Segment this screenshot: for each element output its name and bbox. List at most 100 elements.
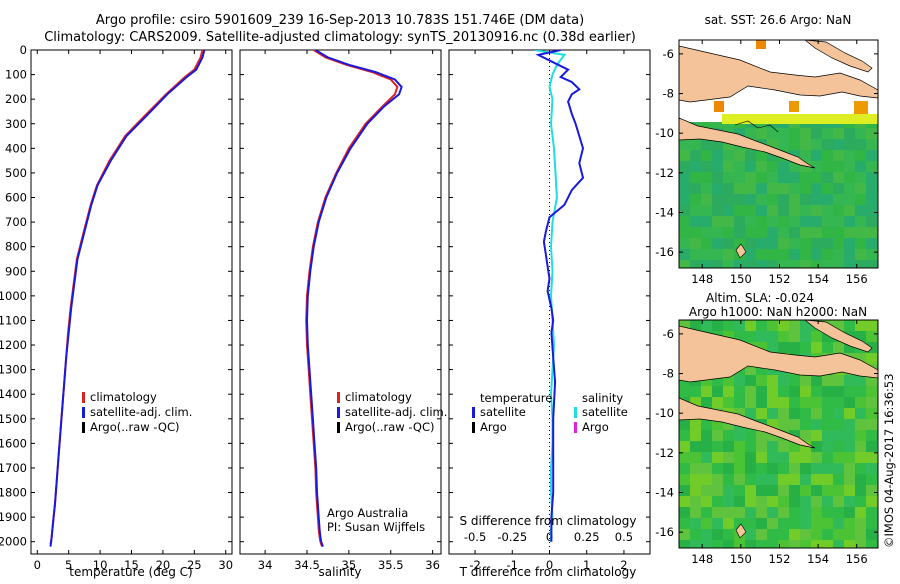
map-tile (855, 205, 866, 216)
map-tile (877, 84, 878, 95)
map-tile (734, 194, 745, 205)
map-tile (745, 172, 756, 183)
map-tile (844, 452, 855, 463)
map-tile (877, 117, 878, 128)
map-tile (767, 194, 778, 205)
map-tile (756, 205, 767, 216)
map-tile (679, 485, 690, 496)
map-tile (778, 205, 789, 216)
map-tile (679, 216, 690, 227)
map-tile (679, 139, 690, 150)
map-tile (734, 463, 745, 474)
map-tile (690, 485, 701, 496)
map-tile (756, 183, 767, 194)
map-tile (789, 518, 800, 529)
map-tile (701, 430, 712, 441)
map-tile (800, 320, 811, 331)
map-tile (833, 183, 844, 194)
map-tile (855, 529, 866, 540)
map-tile (767, 463, 778, 474)
difference-s-label: S difference from climatology (460, 514, 637, 528)
map-tile (789, 507, 800, 518)
map-tile (866, 216, 877, 227)
map-tile (789, 161, 800, 172)
map-tile (734, 485, 745, 496)
map-tile (778, 386, 789, 397)
map-tile (822, 216, 833, 227)
map-tile (866, 386, 877, 397)
map-tile (734, 507, 745, 518)
map-tile (712, 485, 723, 496)
map-tile (822, 452, 833, 463)
map-tile (822, 161, 833, 172)
map-tile (800, 161, 811, 172)
map-tile (701, 172, 712, 183)
map-tile (723, 183, 734, 194)
map-tile (866, 139, 877, 150)
header-line2: Climatology: CARS2009. Satellite-adjuste… (44, 30, 636, 45)
map-tile (778, 419, 789, 430)
map-tile (734, 260, 745, 268)
map-tile (822, 386, 833, 397)
map-tile (844, 485, 855, 496)
map-tile (789, 419, 800, 430)
map-tile (723, 375, 734, 386)
map-tile (767, 540, 778, 548)
sst-warm-pixel (789, 101, 799, 112)
map-tile (745, 364, 756, 375)
map-tile (877, 106, 878, 117)
map-tile (690, 540, 701, 548)
map-tile (866, 320, 877, 331)
map-tile (844, 529, 855, 540)
map-tile (745, 518, 756, 529)
map-tile (767, 205, 778, 216)
map-tile (855, 430, 866, 441)
legend-label-climatology: climatology (90, 390, 157, 404)
map-tile (833, 419, 844, 430)
map-tile (811, 529, 822, 540)
map-tile (822, 485, 833, 496)
map-tile (822, 397, 833, 408)
map-tile (734, 397, 745, 408)
y-tick-label: 900 (5, 264, 27, 278)
map-tile (690, 496, 701, 507)
map-tile (844, 496, 855, 507)
map-tile (712, 238, 723, 249)
map-tile (756, 529, 767, 540)
map-tile (778, 441, 789, 452)
difference-legend: temperature satellite Argo salinity sate… (472, 391, 628, 434)
salinity-x-ticks: 34 34.5 35 35.5 36 (258, 50, 440, 572)
x-tick-label: 15 (124, 558, 139, 572)
map-tile (723, 161, 734, 172)
sst-warm-pixel (756, 40, 766, 49)
map-tile (712, 139, 723, 150)
map-tile (690, 117, 701, 128)
map-tile (734, 150, 745, 161)
map-tile (734, 430, 745, 441)
map-tile (866, 485, 877, 496)
map-tile (855, 452, 866, 463)
sst-map-panel: sat. SST: 26.6 Argo: NaN -6 -8 -10 -12 -14 -1… (655, 13, 879, 286)
map-tile (822, 172, 833, 183)
map-tile (712, 463, 723, 474)
map-tile (745, 331, 756, 342)
map-tile (789, 540, 800, 548)
map-tile (701, 205, 712, 216)
map-tile (855, 397, 866, 408)
map-tile (712, 430, 723, 441)
map-tile (767, 474, 778, 485)
map-tile (789, 128, 800, 139)
map-tile (844, 260, 855, 268)
map-tile (745, 183, 756, 194)
map-tile (778, 408, 789, 419)
map-tile (789, 375, 800, 386)
map-tile (723, 452, 734, 463)
lon-tick-label: 156 (846, 552, 868, 566)
legend-marker-climatology (82, 392, 85, 403)
map-tile (723, 386, 734, 397)
map-tile (767, 150, 778, 161)
map-tile (855, 260, 866, 268)
map-tile (877, 183, 878, 194)
map-tile (822, 260, 833, 268)
map-tile (811, 386, 822, 397)
